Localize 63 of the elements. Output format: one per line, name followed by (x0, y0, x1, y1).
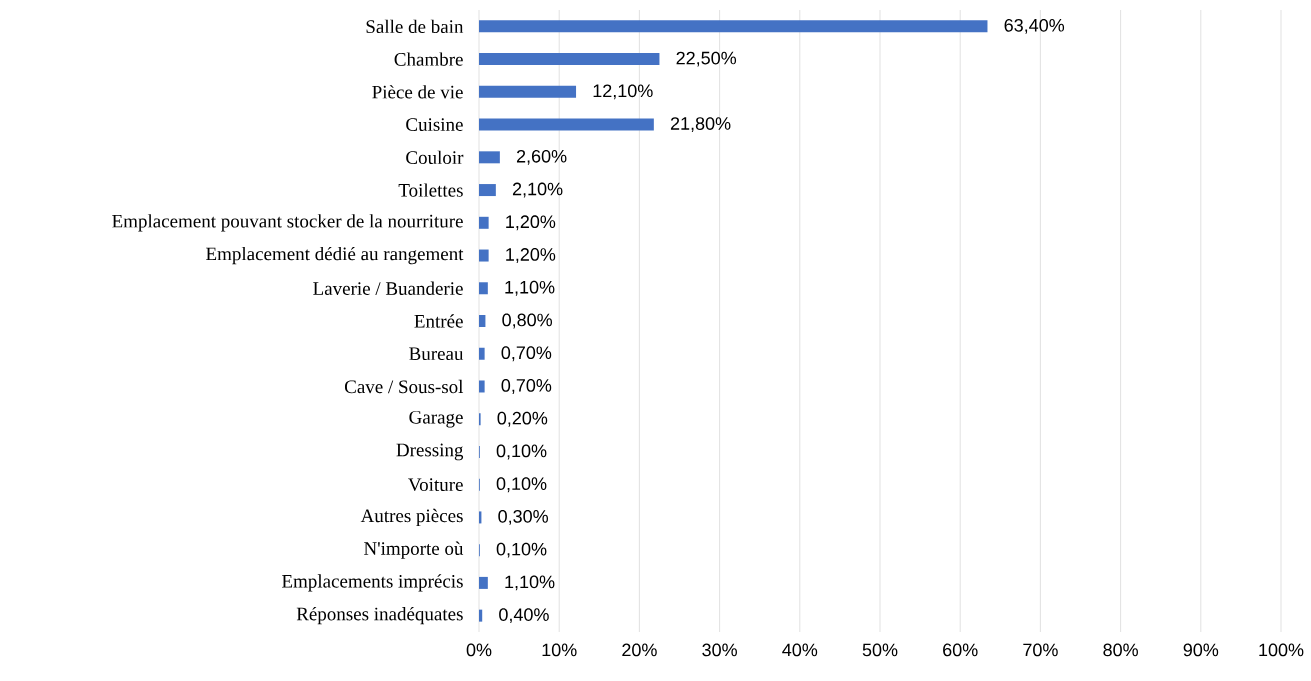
bar (479, 20, 988, 33)
y-tick-label: Chambre (394, 52, 463, 66)
x-tick-label: 40% (782, 643, 818, 657)
x-tick-label: 20% (622, 643, 657, 657)
bar (479, 282, 488, 295)
x-tick-label: 100% (1259, 643, 1304, 657)
data-label: 1,20% (506, 248, 556, 263)
y-tick-label: Réponses inadéquates (296, 607, 463, 625)
x-tick-label: 50% (862, 643, 898, 657)
y-tick-label: Emplacements imprécis (282, 574, 463, 592)
x-tick-label: 0% (466, 643, 492, 657)
y-tick-label: Toilettes (398, 183, 463, 197)
data-label: 0,10% (496, 444, 547, 460)
bar (479, 53, 660, 66)
x-tick-label: 30% (702, 643, 737, 657)
y-tick-label: Salle de bain (366, 19, 464, 34)
bar (479, 347, 485, 360)
data-label: 1,10% (505, 575, 555, 591)
y-tick-label: Couloir (406, 150, 464, 165)
bar (479, 118, 654, 131)
x-tick-label: 80% (1103, 643, 1138, 657)
y-tick-label: Emplacement dédié au rangement (206, 246, 464, 265)
y-tick-label: Autres pièces (360, 508, 463, 527)
data-label: 0,80% (502, 313, 553, 329)
bar (479, 576, 488, 589)
y-tick-label: Laverie / Buanderie (313, 281, 463, 295)
data-label: 63,40% (1004, 18, 1065, 34)
y-tick-label: Bureau (409, 347, 464, 361)
data-label: 0,10% (496, 477, 547, 493)
data-label: 2,10% (512, 182, 563, 198)
data-label: 1,10% (505, 280, 555, 296)
bar (479, 249, 489, 262)
x-tick-label: 10% (542, 643, 577, 657)
y-tick-label: Voiture (408, 478, 463, 492)
y-tick-label: Pièce de vie (372, 85, 463, 99)
bar (479, 315, 486, 327)
data-label: 0,40% (499, 608, 549, 624)
bar (479, 184, 496, 197)
bar (479, 609, 483, 622)
data-label: 1,20% (506, 215, 556, 231)
data-label: 21,80% (670, 117, 731, 133)
y-tick-label: N'importe où (364, 541, 464, 559)
data-label: 0,20% (497, 411, 548, 427)
y-tick-label: Emplacement pouvant stocker de la nourriture (112, 214, 463, 232)
y-tick-label: Dressing (396, 443, 464, 461)
data-label: 0,70% (501, 379, 552, 394)
data-label: 0,30% (498, 509, 549, 525)
y-tick-label: Cave / Sous-sol (344, 379, 464, 394)
y-tick-label: Cuisine (406, 118, 463, 131)
bar (479, 380, 485, 393)
data-label: 0,10% (496, 542, 547, 558)
y-tick-label: Garage (409, 410, 463, 428)
x-tick-label: 90% (1183, 643, 1219, 657)
data-label: 22,50% (676, 51, 737, 67)
bar (479, 151, 500, 164)
y-tick-label: Entrée (414, 314, 463, 328)
data-label: 12,10% (593, 84, 653, 100)
bar (479, 216, 489, 229)
x-tick-label: 60% (943, 643, 978, 657)
data-label: 2,60% (516, 149, 567, 165)
bar (479, 85, 577, 98)
x-tick-label: 70% (1023, 643, 1058, 657)
data-label: 0,70% (501, 346, 552, 362)
